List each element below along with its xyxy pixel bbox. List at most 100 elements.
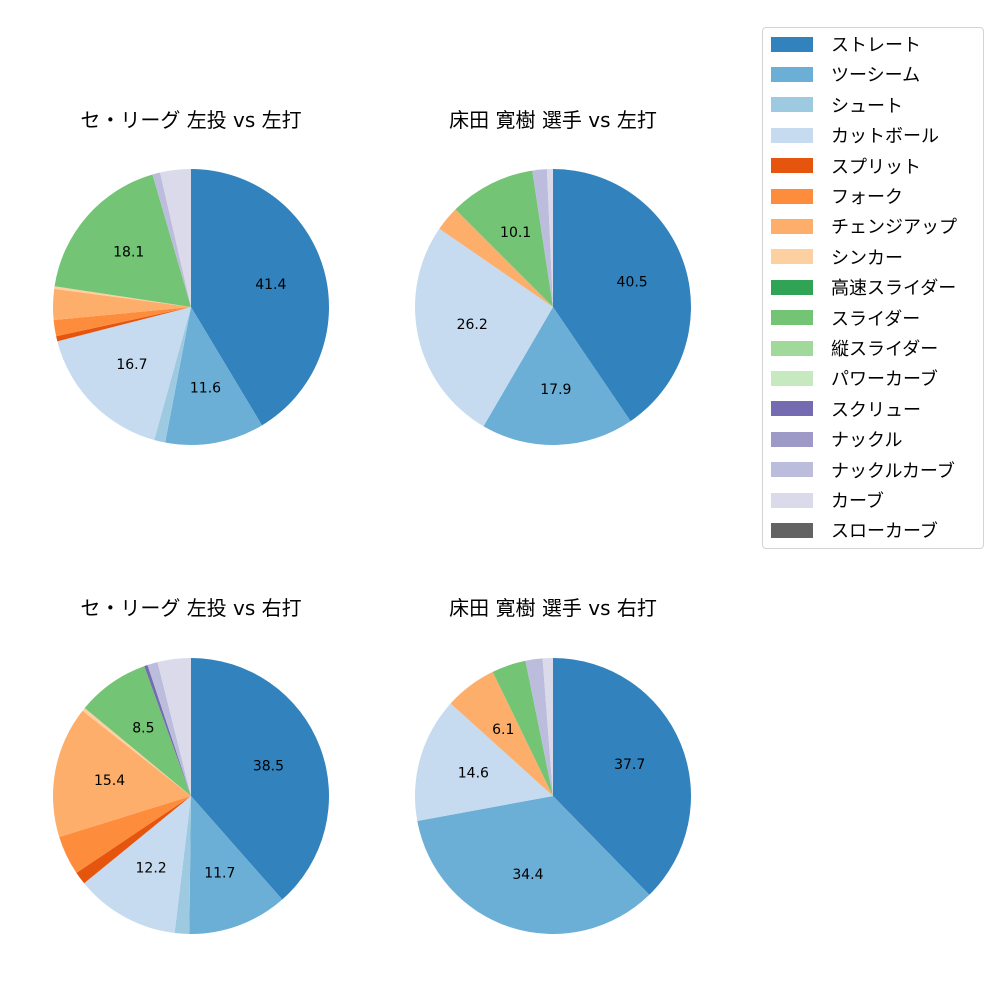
pie-slice — [553, 658, 692, 895]
pie-slice — [144, 665, 191, 796]
slice-value-label: 16.7 — [116, 357, 147, 373]
legend-label: パワーカーブ — [831, 369, 938, 391]
slice-value-label: 15.4 — [94, 773, 125, 789]
legend-item: スローカーブ — [771, 520, 938, 543]
legend-swatch — [771, 249, 813, 265]
legend-swatch — [771, 462, 813, 478]
pie-slice — [439, 209, 553, 307]
legend-item: チェンジアップ — [771, 216, 957, 239]
pie-slice — [59, 796, 191, 873]
slice-value-label: 14.6 — [458, 765, 489, 781]
legend-swatch — [771, 340, 813, 356]
legend-swatch — [771, 97, 813, 113]
pie-slice — [417, 796, 650, 934]
slice-value-label: 8.5 — [132, 720, 154, 736]
legend-label: 高速スライダー — [831, 278, 957, 300]
pie-slice — [54, 174, 192, 307]
slice-value-label: 38.5 — [253, 759, 284, 775]
legend-item: シュート — [771, 95, 903, 117]
legend-swatch — [771, 218, 813, 234]
pie-slice — [57, 307, 191, 440]
slice-value-label: 11.6 — [190, 381, 221, 397]
legend-label: スライダー — [831, 308, 921, 330]
pie-slice — [455, 170, 553, 307]
legend-item: ナックルカーブ — [771, 460, 955, 482]
slice-value-label: 34.4 — [512, 867, 543, 883]
legend: ストレートツーシームシュートカットボール スプリットフォークチェンジアップ シンカー… — [762, 27, 984, 549]
legend-label: カットボール — [831, 126, 939, 148]
pie-slice — [483, 307, 631, 446]
pie-slice — [154, 307, 191, 443]
pie-slice — [525, 658, 553, 796]
pie-slice — [157, 658, 191, 796]
pie-slice — [174, 796, 191, 934]
legend-item: ナックル — [771, 429, 903, 452]
legend-label: スローカーブ — [831, 521, 938, 543]
legend-swatch — [771, 431, 813, 447]
slice-value-label: 18.1 — [113, 244, 144, 260]
legend-swatch — [771, 66, 813, 82]
legend-item: 縦スライダー — [771, 338, 938, 360]
legend-swatch — [771, 188, 813, 204]
pie-slice — [542, 658, 553, 796]
legend-label: ストレート — [831, 35, 921, 56]
legend-swatch — [771, 36, 813, 52]
legend-label: カーブ — [831, 491, 884, 512]
pie-slice — [546, 169, 553, 307]
legend-label: ツーシーム — [831, 65, 921, 87]
pie-slice — [152, 172, 191, 307]
legend-item: スプリット — [771, 156, 921, 178]
legend-label: スクリュー — [831, 399, 921, 421]
legend-label: チェンジアップ — [831, 217, 957, 239]
pie-slice — [53, 307, 191, 337]
pie-slice — [52, 288, 191, 320]
pie-slice — [160, 169, 191, 307]
legend-swatch — [771, 370, 813, 386]
legend-item: シンカー — [771, 247, 903, 269]
legend-label: フォーク — [831, 187, 903, 208]
legend-swatch — [771, 522, 813, 538]
legend-swatch — [771, 401, 813, 417]
pie-slice — [532, 169, 553, 307]
legend-item: ツーシーム — [771, 64, 921, 87]
legend-item: カーブ — [771, 490, 884, 512]
legend-label: シュート — [831, 95, 903, 117]
legend-label: ナックル — [831, 430, 903, 452]
slice-value-label: 6.1 — [492, 722, 514, 738]
pie-slice — [189, 796, 283, 934]
chart-title: 床田 寛樹 選手 vs 右打 — [449, 596, 657, 620]
pie-slice — [165, 307, 262, 445]
pie-slice — [191, 658, 330, 900]
legend-swatch — [771, 279, 813, 295]
slice-value-label: 26.2 — [457, 317, 488, 333]
legend-swatch — [771, 310, 813, 326]
legend-item: スライダー — [771, 308, 921, 330]
pie-slice — [76, 796, 191, 884]
pie-slice — [147, 662, 191, 796]
pie-slice — [492, 660, 553, 796]
pie-slice — [415, 228, 553, 427]
pie-slice — [450, 671, 553, 796]
legend-item: カットボール — [771, 125, 939, 148]
pie-slice — [84, 796, 191, 934]
pie-slice — [191, 169, 330, 426]
slice-value-label: 41.4 — [255, 277, 286, 293]
chart-title: セ・リーグ 左投 vs 右打 — [80, 596, 302, 620]
legend-label: スプリット — [831, 156, 921, 178]
chart-title: セ・リーグ 左投 vs 左打 — [80, 108, 302, 132]
legend-swatch — [771, 127, 813, 143]
slice-value-label: 17.9 — [540, 382, 571, 398]
pie-slice — [415, 703, 553, 822]
legend-swatch — [771, 158, 813, 174]
slice-value-label: 40.5 — [617, 275, 648, 291]
legend-item: 高速スライダー — [771, 277, 957, 300]
pie-slice — [82, 708, 191, 796]
slice-value-label: 37.7 — [614, 757, 645, 773]
legend-item: パワーカーブ — [771, 368, 938, 391]
legend-label: シンカー — [831, 247, 903, 269]
pie-slice — [54, 286, 191, 307]
legend-item: スクリュー — [771, 399, 921, 421]
